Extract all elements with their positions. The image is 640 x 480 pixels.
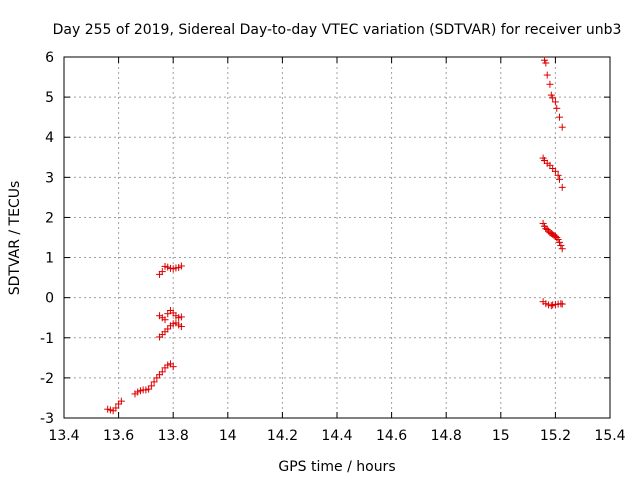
- y-tick-label: 2: [45, 210, 54, 226]
- y-tick-label: -3: [40, 411, 54, 427]
- data-point: [542, 59, 550, 67]
- data-point: [555, 238, 563, 246]
- y-tick-label: 4: [45, 130, 54, 146]
- x-axis-label: GPS time / hours: [278, 459, 395, 475]
- data-point: [555, 175, 563, 183]
- data-point: [150, 378, 158, 386]
- data-point: [547, 302, 555, 310]
- data-point: [558, 123, 566, 131]
- data-point: [117, 397, 125, 405]
- data-point: [169, 363, 177, 371]
- data-point: [553, 104, 561, 112]
- data-point: [147, 382, 155, 390]
- y-tick-labels: -3 -2 -1 0 1 2 3 4 5 6: [40, 50, 54, 427]
- data-point: [558, 300, 566, 308]
- data-point: [112, 404, 120, 412]
- y-tick-label: 0: [45, 291, 54, 307]
- x-tick-labels: 13.4 13.6 13.8 14 14.2 14.4 14.6 14.8 15 15.2 15.4: [48, 428, 625, 444]
- x-tick-label: 14.2: [267, 428, 298, 444]
- x-tick-label: 13.6: [103, 428, 134, 444]
- data-point: [551, 167, 559, 175]
- data-point: [551, 98, 559, 106]
- x-tick-label: 14.6: [376, 428, 407, 444]
- data-point: [555, 113, 563, 121]
- data-point: [554, 171, 562, 179]
- y-tick-label: 5: [45, 90, 54, 106]
- y-tick-label: -1: [40, 331, 54, 347]
- x-tick-label: 14.8: [431, 428, 462, 444]
- x-tick-label: 13.8: [158, 428, 189, 444]
- data-point: [549, 94, 557, 102]
- x-tick-label: 13.4: [48, 428, 79, 444]
- data-point: [546, 80, 554, 88]
- data-point: [558, 183, 566, 191]
- data-point: [543, 71, 551, 79]
- grid: [64, 57, 610, 418]
- data-point: [177, 262, 185, 270]
- data-point: [557, 242, 565, 250]
- y-axis-label: SDTVAR / TECUs: [7, 181, 23, 296]
- x-tick-label: 14: [219, 428, 237, 444]
- x-tick-label: 14.4: [321, 428, 352, 444]
- data-point: [177, 313, 185, 321]
- tick-marks: [63, 56, 611, 419]
- y-tick-label: -2: [40, 371, 54, 387]
- y-tick-label: 6: [45, 50, 54, 66]
- x-tick-label: 15.4: [594, 428, 625, 444]
- data-point: [177, 323, 185, 331]
- data-point: [161, 316, 169, 324]
- data-point: [158, 368, 166, 376]
- x-tick-label: 15.2: [540, 428, 571, 444]
- y-tick-label: 1: [45, 251, 54, 267]
- data-points: [104, 56, 566, 415]
- x-tick-label: 15: [492, 428, 510, 444]
- y-tick-label: 3: [45, 170, 54, 186]
- data-point: [158, 268, 166, 276]
- chart-title: Day 255 of 2019, Sidereal Day-to-day VTE…: [53, 22, 622, 38]
- data-point: [558, 245, 566, 253]
